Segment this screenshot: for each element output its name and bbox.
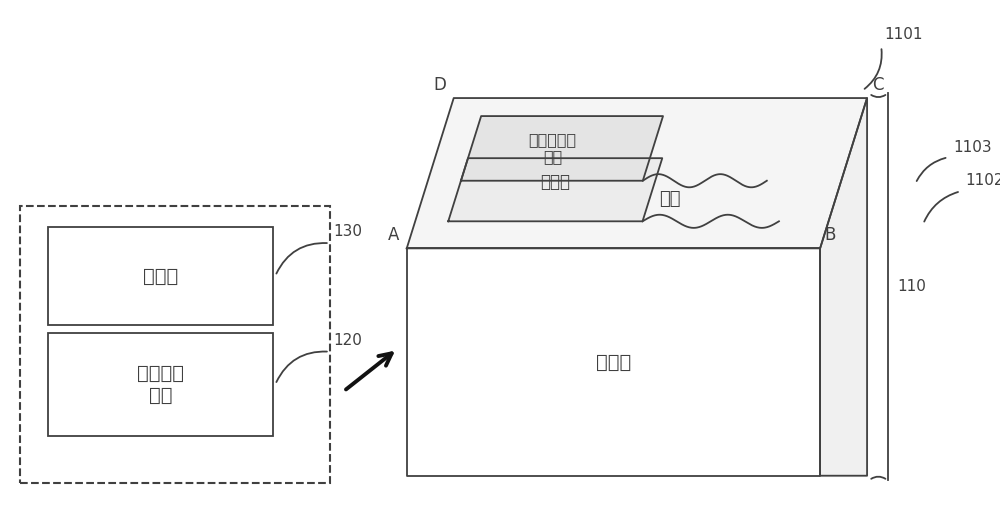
Polygon shape: [407, 98, 867, 248]
Bar: [48, 227, 273, 326]
Polygon shape: [407, 248, 820, 475]
Polygon shape: [448, 158, 662, 221]
Text: 填写提示
装置: 填写提示 装置: [137, 364, 184, 405]
Text: 1102: 1102: [965, 173, 1000, 188]
Text: 130: 130: [333, 225, 362, 239]
Text: 平面: 平面: [659, 189, 681, 208]
Text: C: C: [872, 76, 883, 94]
Text: 110: 110: [897, 279, 926, 294]
Text: B: B: [825, 226, 836, 244]
Text: A: A: [388, 226, 399, 244]
Text: 填表台: 填表台: [596, 353, 631, 371]
Bar: [48, 333, 273, 436]
Text: 120: 120: [333, 333, 362, 348]
Text: 压力传感器
阵列: 压力传感器 阵列: [529, 132, 577, 165]
Text: 1101: 1101: [884, 27, 922, 42]
Polygon shape: [820, 98, 867, 475]
Text: 1103: 1103: [953, 140, 992, 155]
Polygon shape: [461, 116, 663, 181]
Bar: [20, 206, 330, 483]
Text: 填表区: 填表区: [540, 173, 570, 191]
Text: D: D: [433, 76, 446, 94]
Text: 控制器: 控制器: [143, 267, 178, 285]
